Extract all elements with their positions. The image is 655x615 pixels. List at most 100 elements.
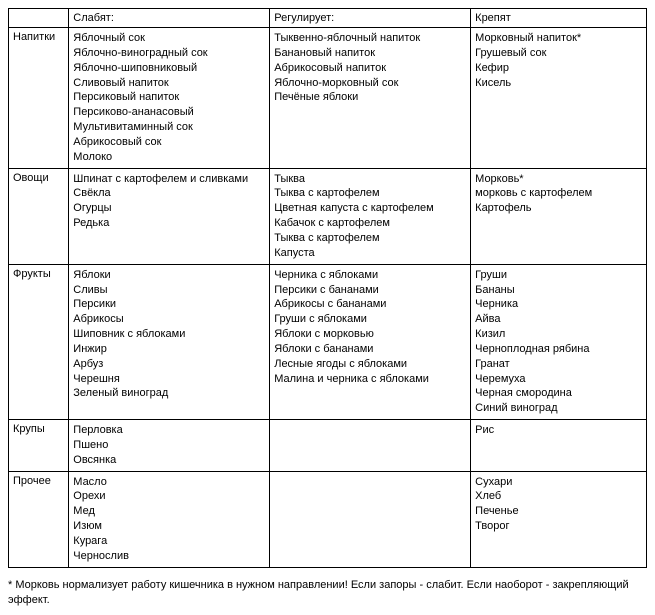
- table-row: ПрочееМаслоОрехиМедИзюмКурагаЧерносливСу…: [9, 471, 647, 567]
- list-item: Шпинат с картофелем и сливками: [73, 172, 265, 187]
- cell-col2: Тыквенно-яблочный напитокБанановый напит…: [270, 28, 471, 169]
- list-item: Грушевый сок: [475, 46, 642, 61]
- list-item: Инжир: [73, 342, 265, 357]
- row-label: Напитки: [9, 28, 69, 169]
- list-item: Яблочно-виноградный сок: [73, 46, 265, 61]
- header-rowlabel: [9, 9, 69, 28]
- list-item: Черешня: [73, 372, 265, 387]
- list-item: Творог: [475, 519, 642, 534]
- list-item: Масло: [73, 475, 265, 490]
- list-item: Сливы: [73, 283, 265, 298]
- list-item: морковь с картофелем: [475, 186, 642, 201]
- list-item: Груши: [475, 268, 642, 283]
- list-item: Черника с яблоками: [274, 268, 466, 283]
- list-item: Яблочно-шиповниковый: [73, 61, 265, 76]
- list-item: Кефир: [475, 61, 642, 76]
- list-item: Персиково-ананасовый: [73, 105, 265, 120]
- list-item: Яблоки: [73, 268, 265, 283]
- list-item: Тыква: [274, 172, 466, 187]
- cell-col1: Яблочный сокЯблочно-виноградный сокЯблоч…: [69, 28, 270, 169]
- footnote: * Морковь нормализует работу кишечника в…: [8, 578, 647, 608]
- list-item: Кабачок с картофелем: [274, 216, 466, 231]
- list-item: Груши с яблоками: [274, 312, 466, 327]
- list-item: Редька: [73, 216, 265, 231]
- list-item: Яблочно-морковный сок: [274, 76, 466, 91]
- list-item: Сухари: [475, 475, 642, 490]
- cell-col2: ТыкваТыква с картофелемЦветная капуста с…: [270, 168, 471, 264]
- list-item: Абрикосовый напиток: [274, 61, 466, 76]
- list-item: Абрикосовый сок: [73, 135, 265, 150]
- list-item: Орехи: [73, 489, 265, 504]
- list-item: Яблоки с морковью: [274, 327, 466, 342]
- list-item: Тыква с картофелем: [274, 231, 466, 246]
- row-label: Фрукты: [9, 264, 69, 419]
- list-item: Черная смородина: [475, 386, 642, 401]
- list-item: Айва: [475, 312, 642, 327]
- list-item: Молоко: [73, 150, 265, 165]
- list-item: Мультивитаминный сок: [73, 120, 265, 135]
- list-item: Абрикосы с бананами: [274, 297, 466, 312]
- list-item: Персики: [73, 297, 265, 312]
- cell-col3: Морковный напиток*Грушевый сокКефирКисел…: [471, 28, 647, 169]
- list-item: Цветная капуста с картофелем: [274, 201, 466, 216]
- cell-col2: Черника с яблокамиПерсики с бананамиАбри…: [270, 264, 471, 419]
- list-item: Морковь*: [475, 172, 642, 187]
- list-item: Сливовый напиток: [73, 76, 265, 91]
- list-item: Банановый напиток: [274, 46, 466, 61]
- list-item: Абрикосы: [73, 312, 265, 327]
- row-label: Овощи: [9, 168, 69, 264]
- food-effects-table: Слабят: Регулирует: Крепят НапиткиЯблочн…: [8, 8, 647, 568]
- table-header-row: Слабят: Регулирует: Крепят: [9, 9, 647, 28]
- list-item: Печёные яблоки: [274, 90, 466, 105]
- header-col3: Крепят: [471, 9, 647, 28]
- header-col1: Слабят:: [69, 9, 270, 28]
- list-item: Яблоки с бананами: [274, 342, 466, 357]
- list-item: Кисель: [475, 76, 642, 91]
- list-item: Морковный напиток*: [475, 31, 642, 46]
- cell-col1: Шпинат с картофелем и сливкамиСвёклаОгур…: [69, 168, 270, 264]
- list-item: Зеленый виноград: [73, 386, 265, 401]
- list-item: Хлеб: [475, 489, 642, 504]
- list-item: Капуста: [274, 246, 466, 261]
- list-item: Персики с бананами: [274, 283, 466, 298]
- list-item: Арбуз: [73, 357, 265, 372]
- cell-col3: Рис: [471, 420, 647, 472]
- list-item: Огурцы: [73, 201, 265, 216]
- table-row: ОвощиШпинат с картофелем и сливкамиСвёкл…: [9, 168, 647, 264]
- list-item: Тыква с картофелем: [274, 186, 466, 201]
- list-item: Персиковый напиток: [73, 90, 265, 105]
- list-item: Шиповник с яблоками: [73, 327, 265, 342]
- row-label: Прочее: [9, 471, 69, 567]
- table-row: НапиткиЯблочный сокЯблочно-виноградный с…: [9, 28, 647, 169]
- cell-col1: МаслоОрехиМедИзюмКурагаЧернослив: [69, 471, 270, 567]
- cell-col1: ЯблокиСливыПерсикиАбрикосыШиповник с ябл…: [69, 264, 270, 419]
- list-item: Лесные ягоды с яблоками: [274, 357, 466, 372]
- list-item: Свёкла: [73, 186, 265, 201]
- cell-col2: [270, 420, 471, 472]
- row-label: Крупы: [9, 420, 69, 472]
- list-item: Изюм: [73, 519, 265, 534]
- list-item: Черемуха: [475, 372, 642, 387]
- list-item: Яблочный сок: [73, 31, 265, 46]
- list-item: Бананы: [475, 283, 642, 298]
- table-row: КрупыПерловкаПшеноОвсянкаРис: [9, 420, 647, 472]
- cell-col1: ПерловкаПшеноОвсянка: [69, 420, 270, 472]
- cell-col3: Морковь*морковь с картофелемКартофель: [471, 168, 647, 264]
- list-item: Гранат: [475, 357, 642, 372]
- list-item: Картофель: [475, 201, 642, 216]
- list-item: Тыквенно-яблочный напиток: [274, 31, 466, 46]
- list-item: Овсянка: [73, 453, 265, 468]
- cell-col3: ГрушиБананыЧерникаАйваКизилЧерноплодная …: [471, 264, 647, 419]
- list-item: Чернослив: [73, 549, 265, 564]
- list-item: Черника: [475, 297, 642, 312]
- list-item: Черноплодная рябина: [475, 342, 642, 357]
- list-item: Мед: [73, 504, 265, 519]
- list-item: Синий виноград: [475, 401, 642, 416]
- list-item: Курага: [73, 534, 265, 549]
- list-item: Печенье: [475, 504, 642, 519]
- list-item: Пшено: [73, 438, 265, 453]
- list-item: Перловка: [73, 423, 265, 438]
- header-col2: Регулирует:: [270, 9, 471, 28]
- list-item: Кизил: [475, 327, 642, 342]
- list-item: Малина и черника с яблоками: [274, 372, 466, 387]
